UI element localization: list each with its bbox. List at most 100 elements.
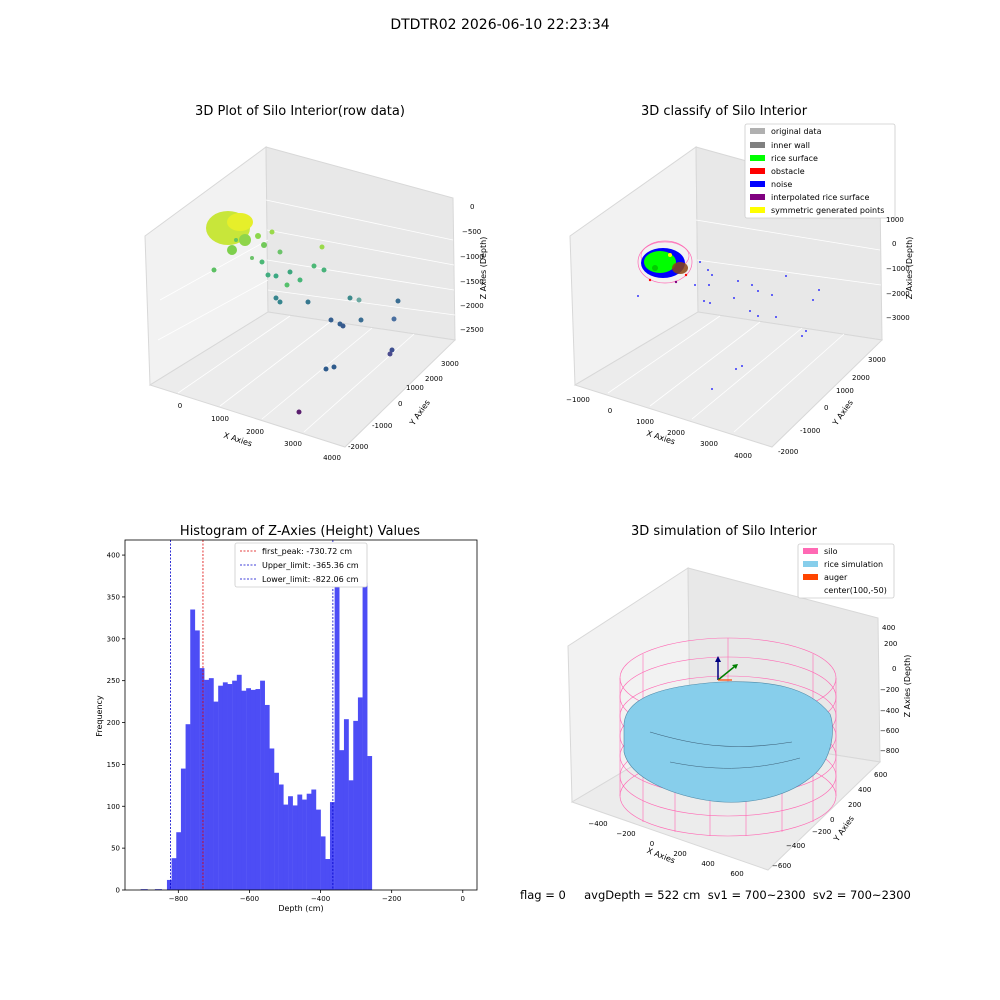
hist-bar	[306, 793, 312, 890]
sim-auger	[715, 656, 738, 681]
classify-legend	[744, 123, 896, 219]
legend-swatch-noise	[750, 181, 765, 187]
hist-bar	[274, 772, 279, 890]
sim-ztick: −200	[880, 686, 899, 694]
hist-bar	[339, 750, 345, 890]
legend-swatch-silo	[803, 548, 818, 554]
sim-ytick: 0	[830, 816, 834, 824]
sim-y-ticks: −600 −400 −200 0 200 400 600	[772, 771, 887, 870]
figure-title: DTDTR02 2026-06-10 22:23:34	[390, 17, 610, 33]
hist-bar	[241, 690, 247, 890]
hist-bar	[283, 804, 289, 890]
hist-xtick-label: −200	[382, 895, 401, 903]
hist-bar	[353, 720, 359, 890]
classify-ytick: 3000	[868, 356, 886, 364]
hist-bar	[348, 780, 354, 890]
raw-ytick: -2000	[348, 443, 368, 451]
raw-points	[206, 211, 401, 415]
legend-swatch-interpolated	[750, 194, 765, 200]
hist-bar	[246, 688, 251, 890]
sim-ytick: 600	[874, 771, 887, 779]
legend-swatch-rice	[803, 561, 818, 567]
hist-bar	[302, 799, 307, 890]
classify-points	[637, 240, 820, 390]
sim-legend	[797, 543, 895, 599]
hist-bar	[334, 556, 340, 890]
hist-y-label: Frequency	[95, 695, 104, 737]
sim-ytick: −200	[812, 828, 831, 836]
sim-x-ticks: −400 −200 0 200 400 600	[588, 820, 743, 878]
hist-bar	[185, 724, 191, 890]
hist-bar	[213, 701, 219, 890]
raw-ytick: 3000	[441, 360, 459, 368]
sim-ytick: 200	[848, 801, 861, 809]
classify-ytick: 2000	[852, 374, 870, 382]
sim-z-label: Z Axies (Depth)	[903, 655, 912, 718]
sim-ytick: −400	[786, 842, 805, 850]
legend-label: original data	[771, 127, 822, 136]
classify-ztick: 1000	[886, 216, 904, 224]
sim-z-ticks: 400 200 0 −200 −400 −600 −800	[880, 624, 899, 755]
hist-bar	[260, 680, 265, 890]
sim-xtick: 0	[650, 840, 654, 848]
hist-xtick-label: −800	[169, 895, 188, 903]
hist-bar	[269, 748, 275, 890]
classify-ztick: −3000	[886, 314, 910, 322]
raw-ytick: 1000	[406, 384, 424, 392]
hist-bar	[180, 768, 186, 890]
legend-label: interpolated rice surface	[771, 193, 869, 202]
hist-bar	[264, 704, 270, 890]
classify-ytick: -1000	[800, 427, 820, 435]
hist-xtick-label: 0	[461, 895, 465, 903]
raw-y-label: Y Axies	[407, 398, 432, 428]
hist-bar	[222, 682, 228, 890]
simulation-plot: silo rice simulation auger center(100,-5…	[567, 543, 912, 878]
hist-xtick-label: −400	[311, 895, 330, 903]
classify-xtick: −1000	[566, 396, 590, 404]
hist-bar	[357, 697, 363, 890]
classify-legend-entries: original data inner wall rice surface ob…	[750, 127, 884, 215]
raw-xtick: 0	[178, 402, 182, 410]
raw-xtick: 3000	[284, 440, 302, 448]
raw-floor-pane	[148, 311, 457, 448]
hist-bar	[297, 794, 303, 890]
raw-ztick: 0	[470, 203, 474, 211]
hist-ytick-label: 400	[107, 552, 120, 560]
legend-swatch-rice-surface	[750, 155, 765, 161]
classify-z-label: Z Axies (Depth)	[905, 237, 914, 300]
classify-y-ticks: -2000 -1000 0 1000 2000 3000	[778, 356, 886, 456]
hist-legend	[234, 542, 368, 588]
raw-ztick: −500	[462, 228, 481, 236]
raw-xtick: 1000	[211, 415, 229, 423]
sim-rice-contour	[649, 731, 793, 747]
sim-ztick: 200	[884, 640, 897, 648]
classify-plot: original data inner wall rice surface ob…	[566, 123, 914, 460]
hist-bar	[218, 685, 224, 890]
hist-ytick-label: 100	[107, 803, 120, 811]
classify-ytick: 0	[824, 404, 828, 412]
raw-xtick: 2000	[246, 428, 264, 436]
legend-swatch-inner-wall	[750, 142, 765, 148]
hist-legend-label: first_peak: -730.72 cm	[262, 547, 352, 556]
hist-ytick-label: 300	[107, 635, 120, 643]
hist-x-ticks: −800 −600 −400 −200 0	[169, 890, 465, 903]
hist-title: Histogram of Z-Axies (Height) Values	[179, 524, 421, 539]
raw-x-ticks: 0 1000 2000 3000 4000	[178, 402, 341, 462]
sim-legend-label: center(100,-50)	[824, 586, 887, 595]
hist-legend-label: Lower_limit: -822.06 cm	[262, 575, 359, 584]
hist-xtick-label: −600	[240, 895, 259, 903]
hist-ytick-label: 200	[107, 719, 120, 727]
hist-ytick-label: 50	[111, 845, 120, 853]
raw-xtick: 4000	[323, 454, 341, 462]
classify-xtick: 1000	[636, 418, 654, 426]
sim-ytick: −600	[772, 862, 791, 870]
hist-ytick-label: 0	[116, 887, 120, 895]
hist-bar	[362, 582, 368, 890]
raw-y-ticks: -2000 -1000 0 1000 2000 3000	[348, 360, 459, 451]
sim-y-label: Y Axies	[831, 814, 856, 844]
raw-ztick: −1000	[460, 253, 484, 261]
simulation-plot-title: 3D simulation of Silo Interior	[631, 524, 817, 539]
raw-ztick: −1500	[460, 278, 484, 286]
hist-bar	[278, 784, 284, 890]
classify-y-label: Y Axies	[830, 398, 855, 428]
